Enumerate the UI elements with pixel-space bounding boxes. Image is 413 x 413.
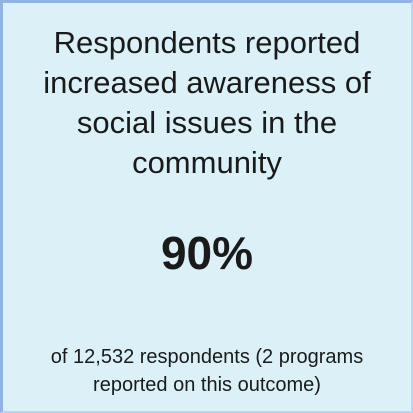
respondents-footnote: of 12,532 respondents (2 programs report… [50, 346, 364, 396]
outcome-headline: Respondents reported increased awareness… [43, 25, 371, 180]
outcome-percentage: 90% [160, 227, 254, 279]
